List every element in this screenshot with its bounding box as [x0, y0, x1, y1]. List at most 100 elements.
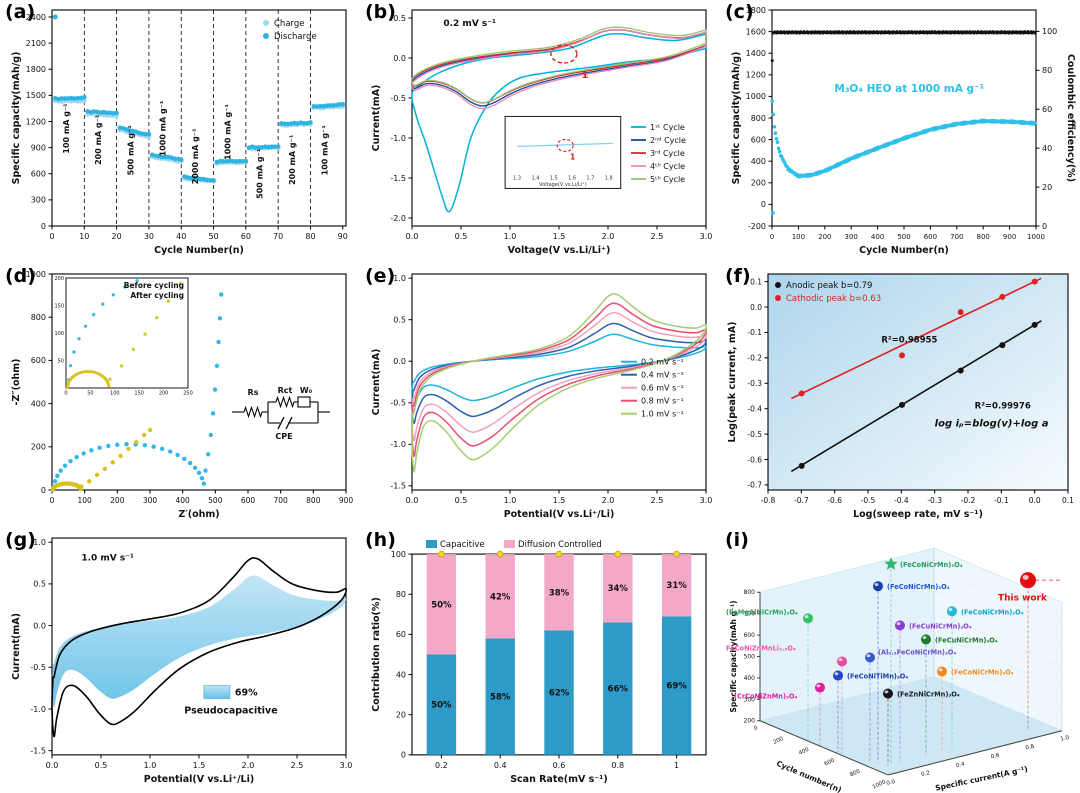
svg-text:Specific capacity(mAh/g): Specific capacity(mAh/g) — [11, 52, 22, 185]
svg-text:100: 100 — [78, 496, 93, 505]
panel-c-svg: 0 100 200 300 400 500 600 700 800 900 1000-2000200… — [731, 6, 1076, 256]
svg-text:300: 300 — [845, 233, 858, 241]
svg-text:500 mA g⁻¹: 500 mA g⁻¹ — [256, 148, 265, 199]
svg-text:900: 900 — [339, 496, 354, 505]
panel-e: (e) 0.0 0.5 1.0 1.5 2.0 2.5 3.0 -1.5 -1.0 -0.5 0.0… — [360, 264, 720, 528]
svg-text:Cathodic peak b=0.63: Cathodic peak b=0.63 — [786, 294, 881, 304]
svg-text:1000: 1000 — [1027, 233, 1045, 241]
svg-text:80: 80 — [305, 232, 315, 241]
svg-text:0.2 mV s⁻¹: 0.2 mV s⁻¹ — [641, 358, 684, 367]
panel-letter-g: (g) — [5, 529, 36, 551]
svg-text:1.3: 1.3 — [513, 175, 521, 181]
panel-letter-e: (e) — [365, 265, 396, 287]
svg-text:Rs: Rs — [248, 388, 259, 397]
panel-letter-c: (c) — [725, 1, 754, 23]
svg-text:1.5: 1.5 — [550, 175, 558, 181]
svg-text:66%: 66% — [608, 685, 629, 695]
svg-text:800: 800 — [744, 589, 756, 596]
svg-text:0: 0 — [770, 233, 774, 241]
svg-text:600: 600 — [31, 170, 46, 179]
svg-text:60: 60 — [396, 630, 406, 639]
svg-text:0.0: 0.0 — [750, 303, 762, 312]
svg-text:1.0 mV s⁻¹: 1.0 mV s⁻¹ — [641, 410, 684, 419]
svg-text:-1.0: -1.0 — [30, 705, 46, 714]
panel-f-plot: -0.8 -0.7 -0.6 -0.5 -0.4 -0.3 -0.2 -0.1 0.0 0.1 -0… — [720, 264, 1080, 528]
svg-text:0.0: 0.0 — [46, 761, 59, 770]
svg-text:10: 10 — [79, 232, 89, 241]
svg-text:50: 50 — [58, 359, 64, 365]
svg-text:1000 mA g⁻¹: 1000 mA g⁻¹ — [159, 100, 168, 156]
svg-text:(FeZnNiCrMn)₃O₄: (FeZnNiCrMn)₃O₄ — [897, 691, 960, 699]
svg-text:300: 300 — [744, 696, 756, 703]
svg-text:40: 40 — [176, 232, 186, 241]
svg-text:-1.0: -1.0 — [390, 440, 406, 449]
svg-text:(CrCoNiZnMn)₃O₄: (CrCoNiZnMn)₃O₄ — [734, 693, 798, 701]
svg-text:0.2 mV s⁻¹: 0.2 mV s⁻¹ — [443, 19, 496, 29]
data-point — [873, 581, 883, 592]
svg-text:-0.5: -0.5 — [747, 430, 762, 439]
svg-text:Capacitive: Capacitive — [440, 540, 485, 550]
svg-text:Cycle Number(n): Cycle Number(n) — [154, 245, 244, 256]
svg-text:4ᵗʰ Cycle: 4ᵗʰ Cycle — [650, 162, 685, 171]
svg-text:Scan Rate(mV s⁻¹): Scan Rate(mV s⁻¹) — [510, 774, 608, 785]
panel-b: (b) 0.0 0.5 1.0 1.5 2.0 2.5 3.0 -2.0 -1.5 -1.0 -0.… — [360, 0, 720, 264]
svg-text:-0.8: -0.8 — [761, 496, 776, 505]
svg-text:Current(mA): Current(mA) — [371, 85, 382, 152]
svg-text:2400: 2400 — [26, 13, 46, 22]
svg-text:1.4: 1.4 — [531, 175, 539, 181]
svg-text:400: 400 — [31, 399, 46, 408]
svg-text:1.0: 1.0 — [504, 496, 517, 505]
svg-text:-0.5: -0.5 — [30, 663, 46, 672]
svg-text:5ᵗʰ Cycle: 5ᵗʰ Cycle — [650, 175, 685, 184]
svg-text:1ˢᵗ Cycle: 1ˢᵗ Cycle — [650, 123, 685, 132]
svg-text:1.0 mV s⁻¹: 1.0 mV s⁻¹ — [81, 554, 134, 564]
svg-text:-0.5: -0.5 — [390, 94, 406, 103]
panel-letter-b: (b) — [365, 1, 396, 23]
svg-text:500 mA g⁻¹: 500 mA g⁻¹ — [126, 125, 135, 176]
svg-text:0.2: 0.2 — [435, 761, 448, 770]
svg-text:0: 0 — [761, 200, 766, 209]
svg-text:2000 mA g⁻¹: 2000 mA g⁻¹ — [191, 128, 200, 184]
svg-text:Z′(ohm): Z′(ohm) — [178, 509, 219, 520]
pseudocapacitive-area — [51, 575, 347, 708]
svg-text:-0.6: -0.6 — [747, 455, 762, 464]
svg-text:1800: 1800 — [26, 65, 46, 74]
svg-text:Specific current(A g⁻¹): Specific current(A g⁻¹) — [934, 764, 1028, 793]
svg-text:Specific capacity(mAh/g): Specific capacity(mAh/g) — [731, 52, 742, 185]
svg-text:Potential(V vs.Li⁺/Li): Potential(V vs.Li⁺/Li) — [504, 509, 615, 520]
svg-text:-2.0: -2.0 — [390, 214, 406, 223]
panel-letter-i: (i) — [725, 529, 749, 551]
svg-text:FeCoNiZnMnLi₀.₅O₄: FeCoNiZnMnLi₀.₅O₄ — [726, 644, 796, 652]
svg-text:200: 200 — [744, 718, 756, 725]
svg-text:1.0: 1.0 — [504, 232, 517, 241]
svg-text:600: 600 — [31, 356, 46, 365]
svg-text:0.5: 0.5 — [393, 315, 406, 324]
svg-text:100: 100 — [54, 331, 64, 337]
svg-text:200 mA g⁻¹: 200 mA g⁻¹ — [94, 114, 103, 165]
svg-text:1: 1 — [570, 152, 576, 161]
svg-text:60: 60 — [1042, 105, 1052, 114]
panel-letter-h: (h) — [365, 529, 396, 551]
svg-text:0.4: 0.4 — [955, 761, 965, 769]
svg-text:-0.6: -0.6 — [827, 496, 842, 505]
svg-text:1.7: 1.7 — [586, 175, 594, 181]
panel-d: (d) 0 100 200 300 400 500 600 700 800 900 0 200 400 6… — [0, 264, 360, 528]
svg-text:0: 0 — [50, 496, 55, 505]
svg-text:20: 20 — [112, 232, 122, 241]
panel-e-plot: 0.0 0.5 1.0 1.5 2.0 2.5 3.0 -1.5 -1.0 -0.5 0.0 0.5 1… — [360, 264, 720, 528]
svg-text:80: 80 — [1042, 66, 1052, 75]
svg-text:100: 100 — [391, 550, 406, 559]
svg-text:800: 800 — [977, 233, 990, 241]
svg-text:-0.1: -0.1 — [747, 328, 762, 337]
svg-text:0.5: 0.5 — [33, 580, 46, 589]
svg-text:Charge: Charge — [274, 19, 305, 29]
svg-text:400: 400 — [751, 157, 766, 166]
svg-text:0.5: 0.5 — [455, 232, 468, 241]
svg-text:(FeCuNiCrMn)₃O₄: (FeCuNiCrMn)₃O₄ — [909, 622, 972, 630]
svg-text:0.0: 0.0 — [1029, 496, 1041, 505]
svg-text:-1.5: -1.5 — [30, 746, 46, 755]
svg-text:-0.7: -0.7 — [747, 481, 762, 490]
svg-text:70: 70 — [273, 232, 283, 241]
svg-text:0.0: 0.0 — [393, 54, 406, 63]
